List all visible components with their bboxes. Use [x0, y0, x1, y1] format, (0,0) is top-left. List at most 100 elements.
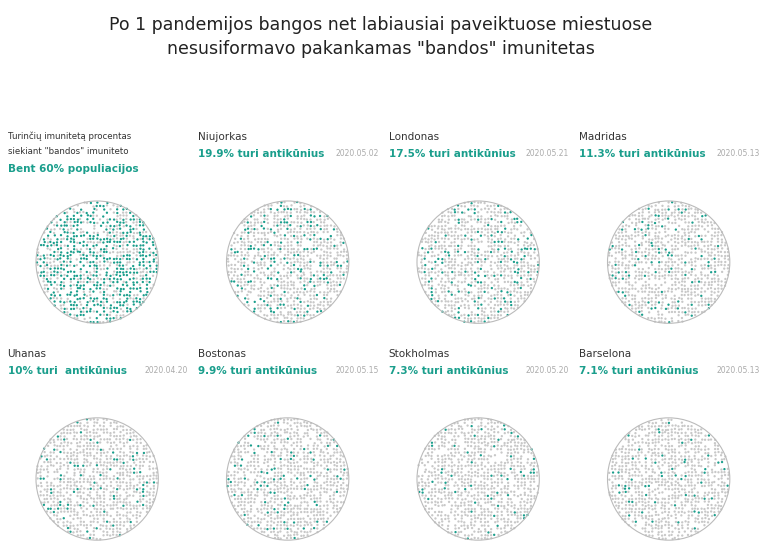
Point: [718, 264, 730, 273]
Point: [472, 245, 485, 254]
Point: [498, 300, 511, 309]
Point: [469, 451, 481, 460]
Point: [456, 481, 468, 490]
Point: [57, 225, 69, 234]
Point: [286, 441, 298, 450]
Point: [321, 258, 333, 267]
Point: [120, 511, 133, 520]
Point: [466, 438, 478, 446]
Point: [659, 241, 671, 250]
Point: [645, 258, 658, 267]
Point: [649, 211, 661, 220]
Point: [519, 288, 531, 296]
Point: [55, 248, 67, 257]
Point: [66, 455, 78, 463]
Point: [282, 214, 294, 223]
Point: [475, 445, 487, 453]
Point: [708, 504, 720, 513]
Point: [685, 429, 697, 438]
Point: [430, 261, 442, 270]
Point: [475, 231, 487, 240]
Point: [636, 508, 648, 517]
Point: [629, 242, 642, 250]
Point: [95, 461, 107, 469]
Point: [295, 438, 307, 446]
Point: [626, 475, 638, 484]
Point: [669, 219, 681, 227]
Point: [475, 527, 487, 536]
Point: [479, 531, 491, 540]
Point: [673, 448, 685, 457]
Point: [633, 258, 645, 267]
Point: [328, 277, 340, 286]
Point: [673, 525, 685, 534]
Point: [107, 484, 120, 492]
Point: [437, 307, 449, 316]
Point: [85, 508, 98, 517]
Point: [59, 432, 71, 441]
Point: [324, 275, 336, 284]
Point: [699, 489, 711, 497]
Point: [653, 258, 665, 267]
Point: [291, 205, 303, 214]
Point: [613, 468, 625, 477]
Point: [258, 468, 270, 477]
Point: [435, 495, 447, 503]
Point: [278, 418, 290, 427]
Point: [685, 227, 697, 236]
Point: [252, 251, 264, 260]
Point: [275, 517, 287, 526]
Point: [613, 232, 626, 240]
Point: [663, 495, 675, 503]
Point: [319, 428, 331, 437]
Point: [137, 257, 149, 266]
Point: [456, 278, 468, 287]
Point: [630, 501, 642, 509]
Point: [229, 485, 241, 494]
Point: [655, 441, 668, 450]
Point: [286, 201, 298, 210]
Point: [430, 238, 442, 247]
Point: [235, 232, 248, 240]
Point: [501, 214, 514, 223]
Point: [514, 490, 527, 499]
Point: [306, 285, 318, 294]
Point: [289, 501, 301, 510]
Point: [485, 242, 498, 250]
Point: [101, 425, 113, 434]
Point: [682, 495, 694, 504]
Point: [475, 315, 488, 323]
Point: [269, 455, 281, 463]
Point: [488, 484, 501, 492]
Point: [719, 274, 732, 283]
Point: [422, 235, 434, 244]
Point: [479, 219, 491, 227]
Point: [445, 257, 457, 266]
Point: [432, 494, 444, 503]
Point: [479, 231, 491, 239]
Point: [619, 301, 631, 310]
Point: [670, 514, 682, 523]
Point: [91, 511, 103, 519]
Point: [84, 248, 96, 256]
Point: [295, 508, 307, 517]
Point: [660, 517, 672, 526]
Point: [242, 432, 255, 440]
Point: [264, 205, 277, 214]
Point: [463, 311, 475, 320]
Point: [281, 445, 293, 454]
Point: [455, 468, 467, 477]
Point: [488, 201, 501, 210]
Point: [508, 445, 520, 454]
Point: [479, 484, 491, 493]
Point: [81, 292, 93, 300]
Point: [498, 514, 511, 523]
Point: [56, 278, 68, 287]
Point: [239, 488, 251, 497]
Point: [630, 425, 642, 434]
Point: [645, 502, 658, 511]
Point: [292, 465, 304, 474]
Point: [101, 517, 114, 526]
Point: [91, 234, 104, 243]
Point: [450, 507, 462, 516]
